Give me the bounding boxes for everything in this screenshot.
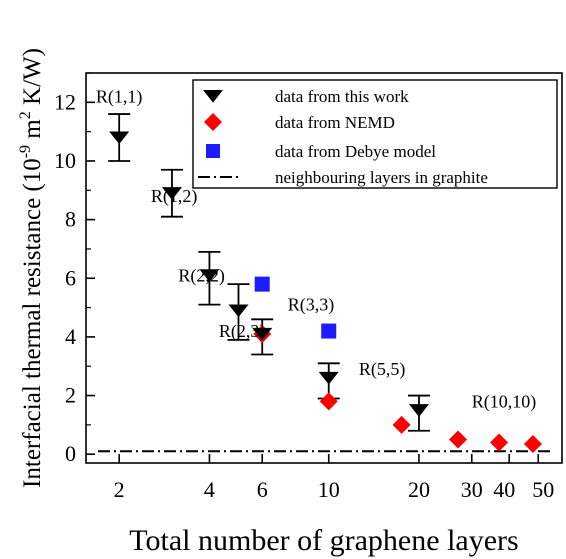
- x-tick-label: 6: [257, 477, 268, 502]
- debye-point: [254, 276, 270, 292]
- y-axis-title-part: m: [19, 119, 46, 145]
- legend-label: neighbouring layers in graphite: [275, 168, 488, 187]
- point-annotation: R(1,2): [151, 186, 198, 207]
- y-tick-label: 12: [54, 89, 76, 114]
- debye-point: [321, 323, 337, 339]
- legend-square-icon: [206, 144, 220, 158]
- legend-triangle-icon: [203, 89, 223, 103]
- x-tick-label: 50: [532, 477, 554, 502]
- point-annotation: R(2,2): [178, 265, 225, 286]
- point-annotation: R(2,3): [219, 321, 265, 342]
- legend-diamond-icon: [204, 113, 222, 131]
- y-axis-title-part: 2: [17, 111, 34, 119]
- this-work-point: [109, 131, 130, 145]
- legend-label: data from this work: [275, 87, 409, 106]
- point-annotation: R(10,10): [472, 391, 537, 412]
- nemd-point: [392, 415, 411, 434]
- nemd-point: [490, 433, 509, 452]
- x-tick-label: 2: [114, 477, 125, 502]
- y-tick-label: 4: [65, 324, 76, 349]
- this-work-point: [252, 327, 273, 341]
- legend-label: data from Debye model: [275, 142, 436, 161]
- y-axis-title-part: Interfacial thermal resistance (10: [19, 158, 46, 488]
- x-tick-label: 10: [318, 477, 340, 502]
- nemd-point: [449, 430, 468, 449]
- x-tick-label: 30: [461, 477, 483, 502]
- legend-label: data from NEMD: [275, 113, 395, 132]
- x-axis-title: Total number of graphene layers: [129, 524, 518, 557]
- x-tick-label: 40: [493, 477, 515, 502]
- y-tick-label: 0: [65, 441, 76, 466]
- x-tick-label: 4: [204, 477, 215, 502]
- this-work-point: [228, 304, 249, 318]
- legend-box: [192, 79, 558, 189]
- y-tick-label: 10: [54, 148, 76, 173]
- point-annotation: R(1,1): [96, 86, 143, 107]
- this-work-point: [318, 371, 339, 385]
- y-axis-title-part: -9: [17, 145, 34, 158]
- this-work-point: [408, 404, 429, 417]
- y-axis-title-part: K/W): [19, 48, 46, 111]
- plot-frame: [85, 72, 563, 464]
- nemd-point: [319, 392, 338, 411]
- point-annotation: R(5,5): [359, 359, 406, 380]
- this-work-point: [161, 187, 182, 200]
- y-tick-label: 2: [65, 383, 76, 408]
- y-tick-label: 8: [65, 207, 76, 232]
- y-axis-title: Interfacial thermal resistance (10-9 m2 …: [17, 48, 46, 488]
- nemd-point: [523, 434, 542, 453]
- x-tick-label: 20: [408, 477, 430, 502]
- y-tick-label: 6: [65, 265, 76, 290]
- this-work-point: [199, 269, 220, 282]
- point-annotation: R(3,3): [288, 295, 335, 316]
